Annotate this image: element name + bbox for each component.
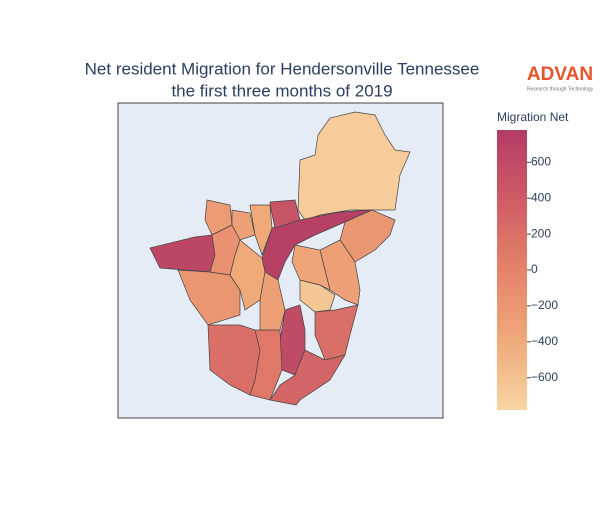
region	[291, 244, 331, 291]
colorbar-tick-label: −400	[531, 334, 558, 348]
region	[269, 199, 301, 229]
region	[259, 271, 286, 331]
region	[297, 111, 411, 221]
region	[314, 304, 359, 361]
colorbar-tick-label: −600	[531, 370, 558, 384]
logo-tagline: Research through Technology	[527, 86, 594, 92]
region	[269, 349, 346, 406]
colorbar-tick-label: 400	[531, 190, 551, 204]
region	[209, 224, 241, 276]
chart-title: Net resident Migration for Hendersonvill…	[85, 59, 480, 78]
colorbar-tick-label: 0	[531, 262, 538, 276]
region	[231, 209, 256, 241]
colorbar-tick-label: −200	[531, 298, 558, 312]
colorbar	[497, 130, 527, 410]
colorbar-tick-label: 200	[531, 226, 551, 240]
colorbar-title: Migration Net	[497, 110, 569, 124]
colorbar-tick-label: 600	[531, 154, 551, 168]
region	[249, 204, 273, 257]
logo: ADVAN	[527, 64, 593, 85]
region	[249, 329, 283, 401]
chart-subtitle: the first three months of 2019	[171, 81, 392, 100]
